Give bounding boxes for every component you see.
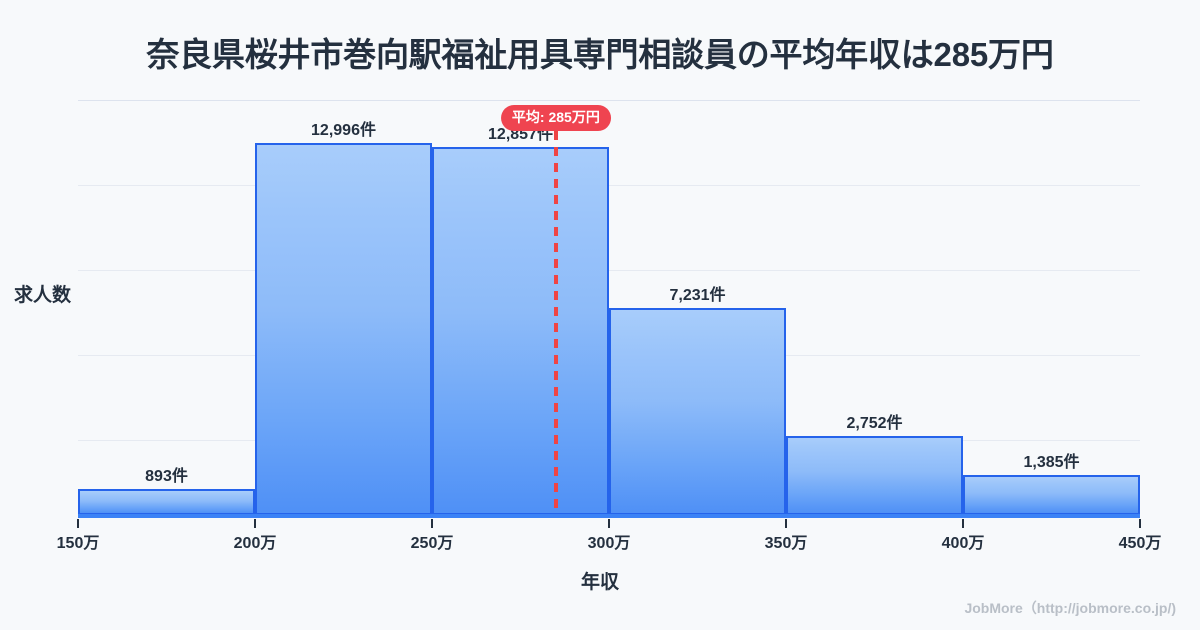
x-tick-mark bbox=[1139, 519, 1141, 528]
bar-value-label: 1,385件 bbox=[1023, 454, 1080, 472]
bar[interactable] bbox=[786, 436, 963, 515]
x-axis-title: 年収 bbox=[580, 572, 619, 593]
y-axis-title: 求人数 bbox=[14, 285, 72, 306]
bar[interactable] bbox=[432, 147, 609, 515]
gridline bbox=[78, 100, 1140, 101]
x-tick-label: 250万 bbox=[410, 535, 454, 552]
x-tick-mark bbox=[608, 519, 610, 528]
x-tick-mark bbox=[77, 519, 79, 528]
x-tick-label: 450万 bbox=[1118, 535, 1162, 552]
x-tick-label: 150万 bbox=[56, 535, 100, 552]
page-title: 奈良県桜井市巻向駅福祉用具専門相談員の平均年収は285万円 bbox=[146, 36, 1054, 73]
watermark: JobMore（http://jobmore.co.jp/) bbox=[964, 600, 1176, 616]
average-line bbox=[553, 131, 558, 515]
bar[interactable] bbox=[78, 489, 255, 515]
x-axis-baseline bbox=[78, 514, 1140, 518]
bar[interactable] bbox=[963, 475, 1140, 515]
x-tick-label: 350万 bbox=[764, 535, 808, 552]
x-tick-mark bbox=[785, 519, 787, 528]
x-tick-label: 300万 bbox=[587, 535, 631, 552]
x-tick-mark bbox=[254, 519, 256, 528]
bar-value-label: 2,752件 bbox=[846, 415, 903, 433]
bar[interactable] bbox=[609, 308, 786, 515]
gridline bbox=[78, 270, 1140, 271]
bar-value-label: 893件 bbox=[145, 468, 188, 486]
bar-value-label: 7,231件 bbox=[669, 287, 726, 305]
plot-area bbox=[78, 100, 1140, 515]
x-tick-mark bbox=[431, 519, 433, 528]
x-tick-label: 200万 bbox=[233, 535, 277, 552]
average-badge: 平均: 285万円 bbox=[500, 105, 611, 131]
x-tick-label: 400万 bbox=[941, 535, 985, 552]
x-tick-mark bbox=[962, 519, 964, 528]
bar[interactable] bbox=[255, 143, 432, 515]
bar-value-label: 12,996件 bbox=[311, 122, 376, 140]
gridline bbox=[78, 185, 1140, 186]
